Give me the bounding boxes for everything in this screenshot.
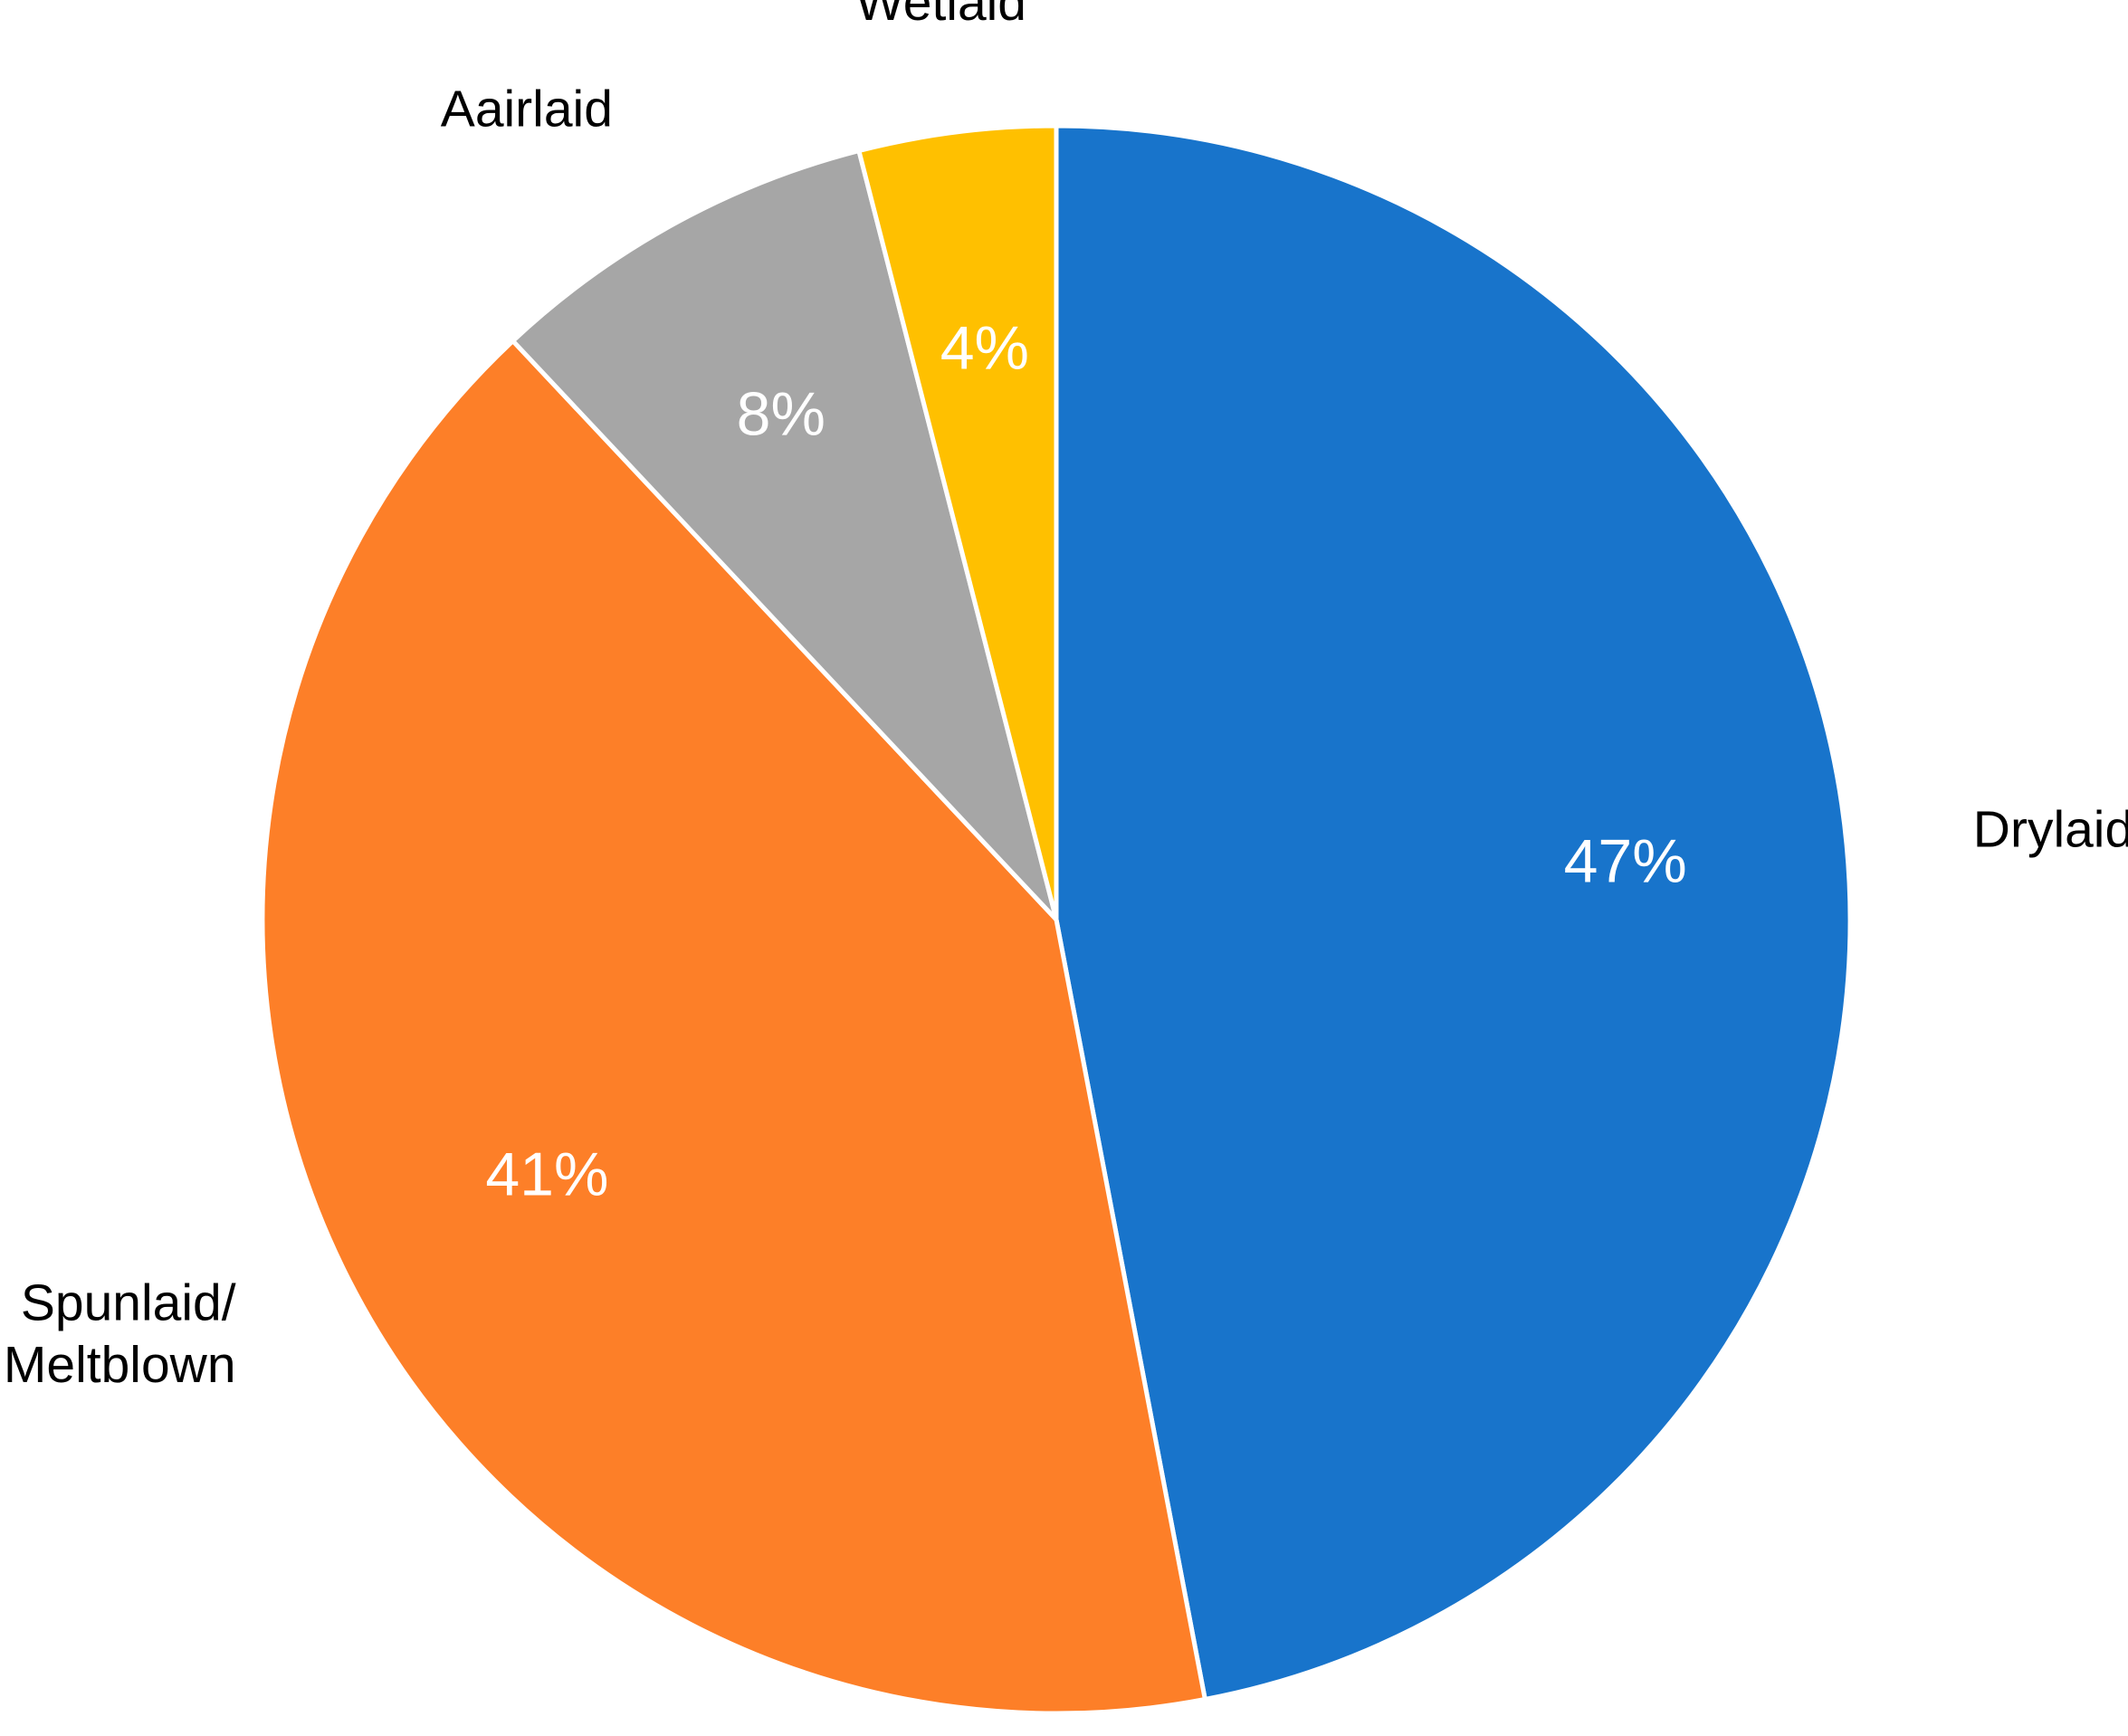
category-label: Aairlaid	[441, 81, 613, 138]
value-label: 4%	[940, 314, 1029, 383]
category-label: Drylaid	[1973, 800, 2128, 858]
pie-slice	[260, 339, 1207, 1716]
category-label: Wetlaid	[855, 0, 1026, 32]
category-label: Spunlaid/Meltblown	[4, 1274, 236, 1394]
pie-slice	[856, 123, 1059, 922]
pie-slice	[511, 148, 1059, 922]
value-label: 47%	[1564, 827, 1687, 896]
value-label: 8%	[737, 380, 825, 449]
pie-slice	[1054, 123, 1853, 1702]
value-label: 41%	[485, 1140, 608, 1209]
